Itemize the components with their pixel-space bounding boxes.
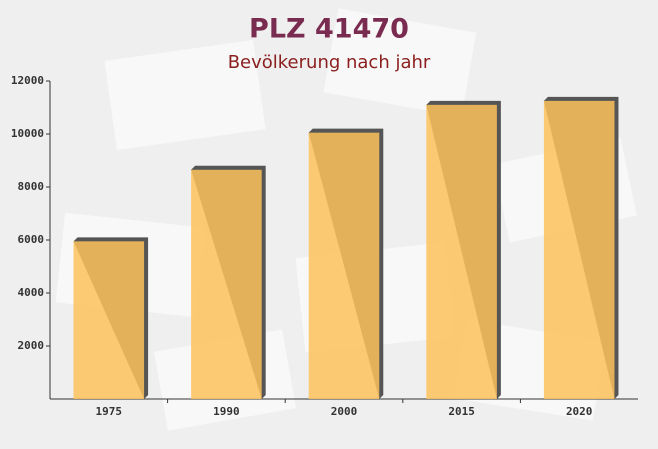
y-tick-label: 8000	[18, 180, 45, 193]
bar	[543, 100, 615, 399]
bar	[426, 104, 497, 399]
chart-title: PLZ 41470	[249, 14, 409, 45]
bar	[73, 241, 145, 399]
x-tick-label: 1975	[96, 405, 123, 418]
y-tick-label: 10000	[11, 127, 44, 140]
x-tick-label: 2015	[448, 405, 475, 418]
y-tick-label: 6000	[18, 233, 45, 246]
x-tick-label: 2020	[566, 405, 593, 418]
y-tick-label: 12000	[11, 74, 44, 87]
bar	[191, 169, 262, 399]
chart-subtitle: Bevölkerung nach jahr	[228, 52, 431, 73]
y-tick-label: 4000	[18, 286, 45, 299]
bar	[308, 132, 380, 400]
x-tick-label: 1990	[213, 405, 240, 418]
x-tick-label: 2000	[331, 405, 358, 418]
y-tick-label: 2000	[18, 339, 45, 352]
